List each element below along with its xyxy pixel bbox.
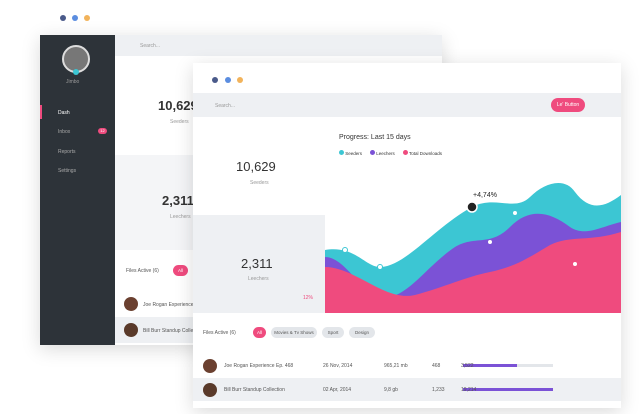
nav-item[interactable]: Reports xyxy=(58,149,76,155)
row-name: Bill Burr Standup Collection xyxy=(224,387,285,393)
dot xyxy=(60,15,66,21)
thumb xyxy=(203,359,217,373)
row-name: Joe Rogan Experience xyxy=(143,302,194,308)
stat-value: 10,629 xyxy=(236,159,276,174)
legend-label: Leechers xyxy=(376,151,395,156)
search[interactable]: Search... xyxy=(140,43,161,49)
stat-label: Leechers xyxy=(248,276,269,282)
stat-bg xyxy=(115,155,195,250)
legend: Seeders Leechers Total Downloads xyxy=(339,150,442,156)
active-mark xyxy=(40,105,42,119)
bar-track xyxy=(463,364,553,367)
row-size: 9,8 gb xyxy=(384,387,398,393)
point xyxy=(377,264,383,270)
progress: Progress: Last 15 days xyxy=(339,134,411,141)
legend-label: Seeders xyxy=(345,151,363,156)
files-title: Files Active (6) xyxy=(203,330,236,336)
stat-bg xyxy=(193,215,325,313)
button[interactable]: Le' Button xyxy=(551,98,585,112)
point xyxy=(512,210,518,216)
row-bg xyxy=(193,378,621,401)
progress-range: Last 15 days xyxy=(370,134,411,141)
thumb xyxy=(203,383,217,397)
user-name: Jimbo xyxy=(66,79,80,85)
dot xyxy=(212,77,218,83)
search-bar: Search... xyxy=(115,35,442,56)
dot xyxy=(72,15,78,21)
point xyxy=(572,261,578,267)
nav-item[interactable]: Settings xyxy=(58,168,77,174)
row-seeds: 1,233 xyxy=(432,387,445,393)
filter[interactable]: Sport xyxy=(322,327,344,338)
legend-label: Total Downloads xyxy=(408,151,443,156)
point xyxy=(487,239,493,245)
dot xyxy=(225,77,231,83)
progress-label: Progress: xyxy=(339,134,369,141)
filter[interactable]: Movies & Tv Shows xyxy=(271,327,317,338)
thumb xyxy=(124,297,138,311)
row-size: 965,21 mb xyxy=(384,363,408,369)
row-seeds: 468 xyxy=(432,363,441,369)
stat-value: 2,311 xyxy=(241,256,273,271)
stat-label: Seeders xyxy=(250,180,269,186)
row-peers: 19,214 xyxy=(461,387,477,393)
dot xyxy=(237,77,243,83)
row-date: 26 Nov, 2014 xyxy=(323,363,353,369)
stat-label: Leechers xyxy=(170,214,191,220)
bar-track xyxy=(463,388,553,391)
filter[interactable]: All xyxy=(173,265,188,276)
legend-item: Total Downloads xyxy=(402,150,443,156)
highlight xyxy=(466,201,478,213)
status xyxy=(73,69,79,75)
nav-item[interactable]: Inbox xyxy=(58,129,71,135)
dot xyxy=(84,15,90,21)
legend-item: Seeders xyxy=(339,150,362,156)
stat-value: 10,629 xyxy=(158,98,198,113)
nav-item[interactable]: Dash xyxy=(58,110,70,116)
thumb xyxy=(124,323,138,337)
area xyxy=(325,232,621,313)
stat-label: Seeders xyxy=(170,119,189,125)
point xyxy=(342,247,348,253)
search[interactable]: Search... xyxy=(215,103,236,109)
badge: 12 xyxy=(98,128,107,134)
area-chart: +4,74% xyxy=(325,182,621,313)
search-bar: Search... Le' Button xyxy=(193,93,621,117)
row-date: 02 Apr, 2014 xyxy=(323,387,352,393)
row-name: Bill Burr Standup Collection xyxy=(143,328,204,334)
annotation: +4,74% xyxy=(473,192,497,199)
change: 12% xyxy=(303,295,314,301)
row-name: Joe Rogan Experience Ep. 468 xyxy=(224,363,294,369)
legend-item: Leechers xyxy=(370,150,395,156)
filter[interactable]: All xyxy=(253,327,266,338)
row-peers: 3,522 xyxy=(461,363,474,369)
stat-value: 2,311 xyxy=(162,193,194,208)
filter[interactable]: Design xyxy=(349,327,375,338)
files-title: Files Active (6) xyxy=(126,268,159,274)
front-window: Search... Le' Button 10,629 Seeders 2,31… xyxy=(193,63,621,408)
sidebar: Jimbo Dash Inbox 12 Reports Settings xyxy=(40,35,115,345)
